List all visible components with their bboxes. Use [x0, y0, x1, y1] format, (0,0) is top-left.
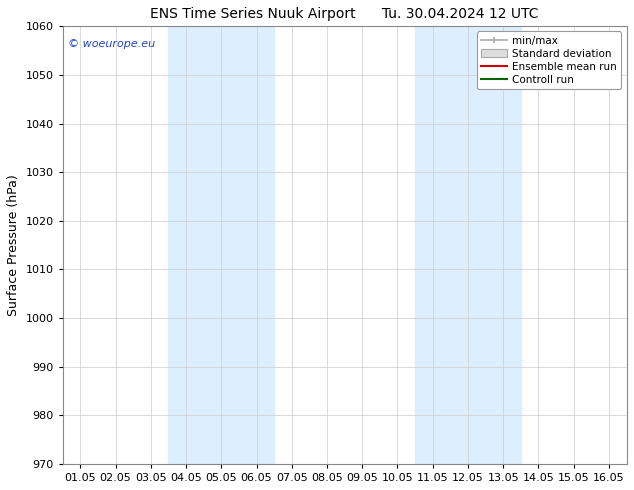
Bar	[415, 26, 521, 464]
Bar	[169, 26, 274, 464]
Title: ENS Time Series Nuuk Airport      Tu. 30.04.2024 12 UTC: ENS Time Series Nuuk Airport Tu. 30.04.2…	[150, 7, 539, 21]
Legend: min/max, Standard deviation, Ensemble mean run, Controll run: min/max, Standard deviation, Ensemble me…	[477, 31, 621, 89]
Text: © woeurope.eu: © woeurope.eu	[68, 39, 155, 49]
Y-axis label: Surface Pressure (hPa): Surface Pressure (hPa)	[7, 174, 20, 316]
